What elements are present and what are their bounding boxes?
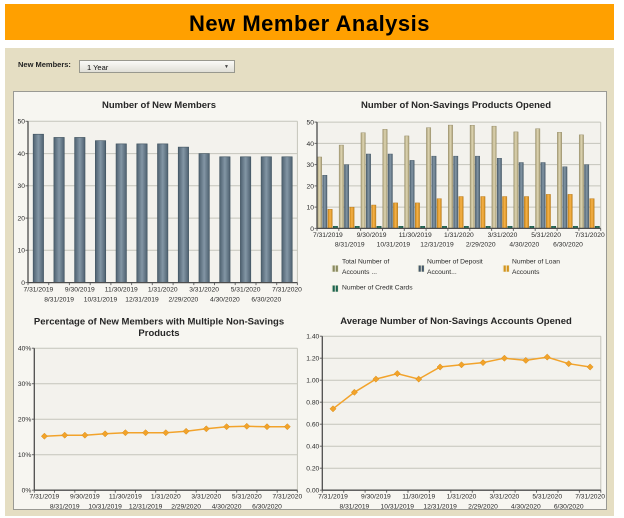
- svg-text:7/31/2020: 7/31/2020: [575, 493, 605, 500]
- svg-text:5/31/2020: 5/31/2020: [532, 493, 562, 500]
- svg-text:5/31/2020: 5/31/2020: [231, 287, 261, 294]
- svg-text:2/29/2020: 2/29/2020: [169, 297, 199, 304]
- svg-text:7/31/2019: 7/31/2019: [318, 493, 348, 500]
- svg-text:4/30/2020: 4/30/2020: [212, 503, 242, 510]
- svg-text:11/30/2019: 11/30/2019: [105, 287, 138, 294]
- svg-text:1/31/2020: 1/31/2020: [447, 493, 477, 500]
- svg-text:5/31/2020: 5/31/2020: [531, 232, 561, 239]
- svg-text:12/31/2019: 12/31/2019: [129, 503, 163, 510]
- svg-text:3/31/2020: 3/31/2020: [191, 493, 221, 500]
- svg-text:3/31/2020: 3/31/2020: [189, 287, 219, 294]
- svg-text:7/31/2019: 7/31/2019: [30, 493, 60, 500]
- svg-text:Number of Non-Savings Products: Number of Non-Savings Products Opened: [361, 100, 551, 111]
- svg-text:1.20: 1.20: [306, 356, 319, 363]
- svg-text:4/30/2020: 4/30/2020: [509, 241, 539, 248]
- svg-text:3/31/2020: 3/31/2020: [488, 232, 518, 239]
- svg-text:9/30/2019: 9/30/2019: [70, 493, 100, 500]
- svg-text:Number of Loan: Number of Loan: [512, 259, 560, 266]
- svg-text:20%: 20%: [18, 417, 31, 424]
- svg-text:7/31/2019: 7/31/2019: [24, 287, 54, 294]
- svg-text:4/30/2020: 4/30/2020: [511, 503, 541, 510]
- svg-text:30: 30: [18, 183, 26, 190]
- svg-text:1.00: 1.00: [306, 378, 319, 385]
- svg-text:0%: 0%: [22, 488, 32, 495]
- svg-text:0.60: 0.60: [306, 422, 319, 429]
- svg-text:Number of Credit Cards: Number of Credit Cards: [342, 285, 413, 292]
- svg-text:11/30/2019: 11/30/2019: [399, 232, 432, 239]
- svg-text:10/31/2019: 10/31/2019: [381, 503, 415, 510]
- svg-text:12/31/2019: 12/31/2019: [125, 297, 159, 304]
- svg-text:Total Number of: Total Number of: [342, 259, 389, 266]
- svg-text:Average Number of Non-Savings: Average Number of Non-Savings Accounts O…: [340, 316, 572, 327]
- svg-text:20: 20: [307, 183, 315, 190]
- svg-text:50: 50: [307, 120, 315, 127]
- svg-text:9/30/2019: 9/30/2019: [361, 493, 391, 500]
- svg-text:11/30/2019: 11/30/2019: [109, 493, 142, 500]
- svg-text:8/31/2019: 8/31/2019: [335, 241, 365, 248]
- svg-text:7/31/2020: 7/31/2020: [575, 232, 605, 239]
- svg-text:30: 30: [307, 162, 315, 169]
- svg-text:9/30/2019: 9/30/2019: [357, 232, 387, 239]
- svg-text:50: 50: [18, 119, 26, 126]
- svg-text:5/31/2020: 5/31/2020: [232, 493, 262, 500]
- svg-text:Percentage of New Members with: Percentage of New Members with Multiple …: [34, 317, 284, 328]
- svg-text:Accounts ...: Accounts ...: [342, 269, 377, 276]
- svg-text:12/31/2019: 12/31/2019: [423, 503, 457, 510]
- svg-text:10/31/2019: 10/31/2019: [88, 503, 122, 510]
- svg-text:Number of Deposit: Number of Deposit: [427, 259, 483, 266]
- svg-text:10%: 10%: [18, 452, 31, 459]
- svg-text:2/29/2020: 2/29/2020: [466, 241, 496, 248]
- svg-text:0: 0: [310, 226, 314, 233]
- svg-text:4/30/2020: 4/30/2020: [210, 297, 240, 304]
- svg-text:6/30/2020: 6/30/2020: [251, 297, 281, 304]
- svg-text:7/31/2019: 7/31/2019: [313, 232, 343, 239]
- svg-text:1/31/2020: 1/31/2020: [444, 232, 474, 239]
- svg-text:10/31/2019: 10/31/2019: [84, 297, 118, 304]
- svg-text:8/31/2019: 8/31/2019: [44, 297, 74, 304]
- svg-text:20: 20: [18, 216, 26, 223]
- svg-text:8/31/2019: 8/31/2019: [340, 503, 370, 510]
- svg-text:8/31/2019: 8/31/2019: [50, 503, 80, 510]
- svg-text:40: 40: [307, 141, 315, 148]
- svg-text:10: 10: [307, 205, 315, 212]
- svg-text:0.00: 0.00: [306, 488, 319, 495]
- svg-text:11/30/2019: 11/30/2019: [402, 493, 435, 500]
- svg-text:40%: 40%: [18, 346, 31, 353]
- svg-text:3/31/2020: 3/31/2020: [490, 493, 520, 500]
- svg-text:2/29/2020: 2/29/2020: [171, 503, 201, 510]
- svg-text:6/30/2020: 6/30/2020: [554, 503, 584, 510]
- svg-text:6/30/2020: 6/30/2020: [553, 241, 583, 248]
- svg-text:Products: Products: [138, 328, 179, 339]
- svg-text:0: 0: [21, 280, 25, 287]
- svg-text:2/29/2020: 2/29/2020: [468, 503, 498, 510]
- svg-text:6/30/2020: 6/30/2020: [252, 503, 282, 510]
- svg-text:7/31/2020: 7/31/2020: [272, 493, 302, 500]
- svg-text:1/31/2020: 1/31/2020: [148, 287, 178, 294]
- svg-text:Accounts: Accounts: [512, 269, 540, 276]
- svg-text:1.40: 1.40: [306, 334, 319, 341]
- svg-text:10: 10: [18, 248, 26, 255]
- svg-text:1/31/2020: 1/31/2020: [151, 493, 181, 500]
- svg-text:Number of New Members: Number of New Members: [102, 100, 216, 111]
- svg-text:0.20: 0.20: [306, 466, 319, 473]
- svg-text:9/30/2019: 9/30/2019: [65, 287, 95, 294]
- svg-text:12/31/2019: 12/31/2019: [420, 241, 454, 248]
- svg-text:0.80: 0.80: [306, 400, 319, 407]
- svg-text:0.40: 0.40: [306, 444, 319, 451]
- svg-text:7/31/2020: 7/31/2020: [272, 287, 302, 294]
- svg-text:10/31/2019: 10/31/2019: [377, 241, 411, 248]
- svg-text:Account...: Account...: [427, 269, 457, 276]
- svg-text:30%: 30%: [18, 381, 31, 388]
- svg-text:40: 40: [18, 151, 26, 158]
